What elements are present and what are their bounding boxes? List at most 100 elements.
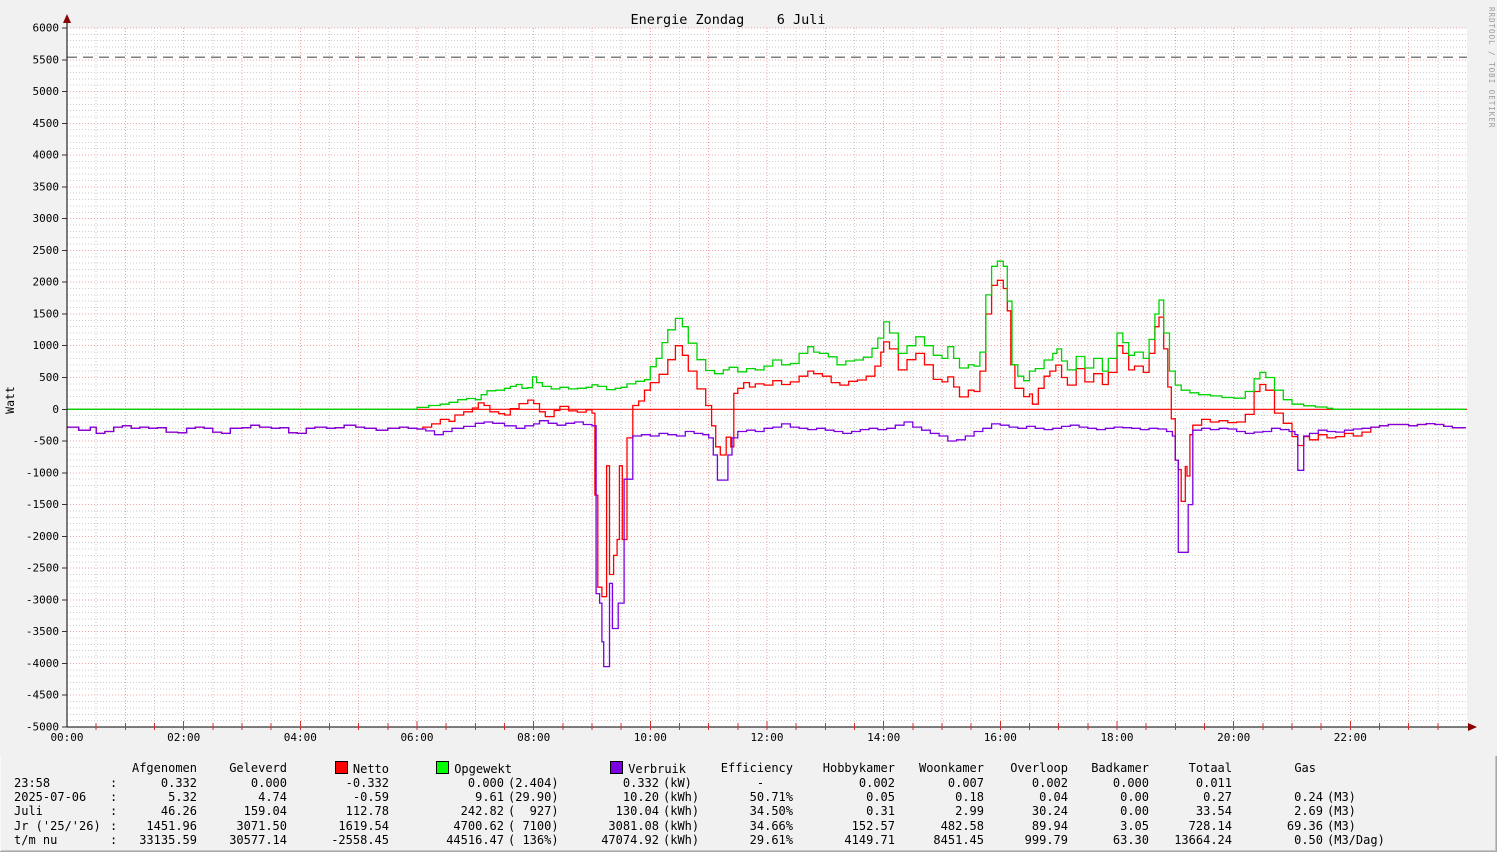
cell-netto: 1619.54	[338, 818, 389, 833]
x-tick-label: 18:00	[1100, 731, 1133, 744]
col-label: Opgewekt	[454, 762, 512, 776]
cell-geleverd: 0.000	[250, 775, 287, 790]
row-colon: :	[110, 833, 118, 848]
y-tick-label: 500	[39, 371, 59, 384]
cell-hobbykamer: 0.05	[866, 789, 895, 804]
cell-verbruik: 47074.92	[601, 833, 659, 848]
col-header-opgewekt: Opgewekt	[436, 761, 512, 776]
col-label: Geleverd	[229, 761, 287, 775]
x-axis-arrow-icon	[1468, 723, 1477, 731]
cell-totaal: 0.27	[1203, 789, 1232, 804]
cell-verbruik: 0.332	[622, 775, 659, 790]
cell-verbruik-unit: (kWh)	[663, 818, 700, 833]
col-header-woonkamer: Woonkamer	[919, 761, 984, 775]
watermark: RRDTOOL / TOBI OETIKER	[1487, 7, 1496, 128]
y-tick-label: 1000	[33, 339, 60, 352]
col-header-afgenomen: Afgenomen	[132, 761, 197, 775]
cell-overloop: 999.79	[1024, 833, 1068, 848]
cell-overloop: 30.24	[1031, 804, 1068, 819]
cell-badkamer: 3.05	[1120, 818, 1149, 833]
table-row: Jr ('25/'26): 1451.96 3071.50 1619.54 4700.6…	[0, 819, 1497, 833]
cell-geleverd: 3071.50	[236, 818, 287, 833]
cell-netto: -0.59	[352, 789, 389, 804]
y-tick-label: 3500	[33, 180, 60, 193]
cell-efficiency: 34.66%	[749, 818, 793, 833]
y-tick-label: 6000	[33, 22, 60, 35]
col-header-overloop: Overloop	[1010, 761, 1068, 775]
cell-verbruik-unit: (kWh)	[663, 833, 700, 848]
cell-opgewekt-unit: ( 7100)	[508, 818, 559, 833]
cell-woonkamer: 482.58	[940, 818, 984, 833]
axes	[62, 22, 1469, 730]
col-label: Efficiency	[720, 761, 793, 775]
cell-verbruik: 3081.08	[608, 818, 659, 833]
chart-title: Energie Zondag 6 Juli	[630, 12, 825, 28]
cell-totaal: 728.14	[1188, 818, 1232, 833]
col-label: Verbruik	[628, 762, 686, 776]
chart-labels: Energie Zondag 6 Juli-5000-4500-4000-350…	[3, 7, 1496, 744]
cell-gas: 2.69	[1294, 804, 1323, 819]
cell-efficiency: -	[756, 775, 793, 790]
col-header-gas: Gas	[1294, 761, 1316, 775]
y-tick-label: 2500	[33, 244, 60, 257]
cell-woonkamer: 2.99	[955, 804, 984, 819]
cell-verbruik-unit: (kWh)	[663, 789, 700, 804]
cell-geleverd: 30577.14	[229, 833, 287, 848]
x-tick-label: 20:00	[1217, 731, 1250, 744]
row-colon: :	[110, 818, 118, 833]
y-axis-arrow-icon	[63, 14, 71, 23]
row-label: Juli	[14, 804, 43, 819]
y-tick-label: -3500	[26, 625, 59, 638]
cell-efficiency: 29.61%	[749, 833, 793, 848]
y-tick-label: 0	[52, 403, 59, 416]
cell-opgewekt: 4700.62	[453, 818, 504, 833]
row-colon: :	[110, 804, 118, 819]
cell-totaal: 33.54	[1195, 804, 1232, 819]
y-tick-label: 2000	[33, 276, 60, 289]
cell-overloop: 0.002	[1031, 775, 1068, 790]
cell-netto: -2558.45	[331, 833, 389, 848]
cell-gas-unit: (M3)	[1327, 789, 1356, 804]
cell-gas: 0.50	[1294, 833, 1323, 848]
cell-afgenomen: 33135.59	[139, 833, 197, 848]
y-tick-label: 4500	[33, 117, 60, 130]
cell-netto: 112.78	[345, 804, 389, 819]
cell-afgenomen: 5.32	[168, 789, 197, 804]
col-header-geleverd: Geleverd	[229, 761, 287, 775]
cell-totaal: 13664.24	[1174, 833, 1232, 848]
grid	[67, 27, 1467, 728]
row-colon: :	[110, 775, 118, 790]
cell-hobbykamer: 0.002	[858, 775, 895, 790]
cell-badkamer: 63.30	[1112, 833, 1149, 848]
col-header-totaal: Totaal	[1189, 761, 1232, 775]
series-opgewekt-line	[67, 260, 1466, 410]
cell-netto: -0.332	[345, 775, 389, 790]
row-label: t/m nu	[14, 833, 58, 848]
legend-swatch-netto-icon	[334, 761, 348, 774]
cell-gas-unit: (M3)	[1327, 804, 1356, 819]
table-row: t/m nu: 33135.59 30577.14 -2558.45 44516.47 (…	[0, 833, 1497, 847]
y-tick-label: -3000	[26, 593, 59, 606]
cell-badkamer: 0.00	[1120, 804, 1149, 819]
y-tick-label: 3000	[33, 212, 60, 225]
row-colon: :	[110, 789, 118, 804]
x-tick-label: 00:00	[50, 731, 83, 744]
cell-geleverd: 159.04	[243, 804, 287, 819]
col-header-badkamer: Badkamer	[1091, 761, 1149, 775]
x-tick-label: 04:00	[284, 731, 317, 744]
x-tick-label: 06:00	[400, 731, 433, 744]
y-tick-label: -1000	[26, 466, 59, 479]
col-header-hobbykamer: Hobbykamer	[823, 761, 895, 775]
cell-opgewekt: 9.61	[475, 789, 504, 804]
cell-gas: 0.24	[1294, 789, 1323, 804]
col-label: Gas	[1294, 761, 1316, 775]
cell-afgenomen: 1451.96	[146, 818, 197, 833]
x-tick-label: 08:00	[517, 731, 550, 744]
row-label: 2025-07-06	[14, 789, 87, 804]
row-label: Jr ('25/'26)	[14, 818, 101, 833]
cell-overloop: 0.04	[1039, 789, 1068, 804]
cell-hobbykamer: 4149.71	[844, 833, 895, 848]
cell-opgewekt: 242.82	[460, 804, 504, 819]
cell-overloop: 89.94	[1031, 818, 1068, 833]
